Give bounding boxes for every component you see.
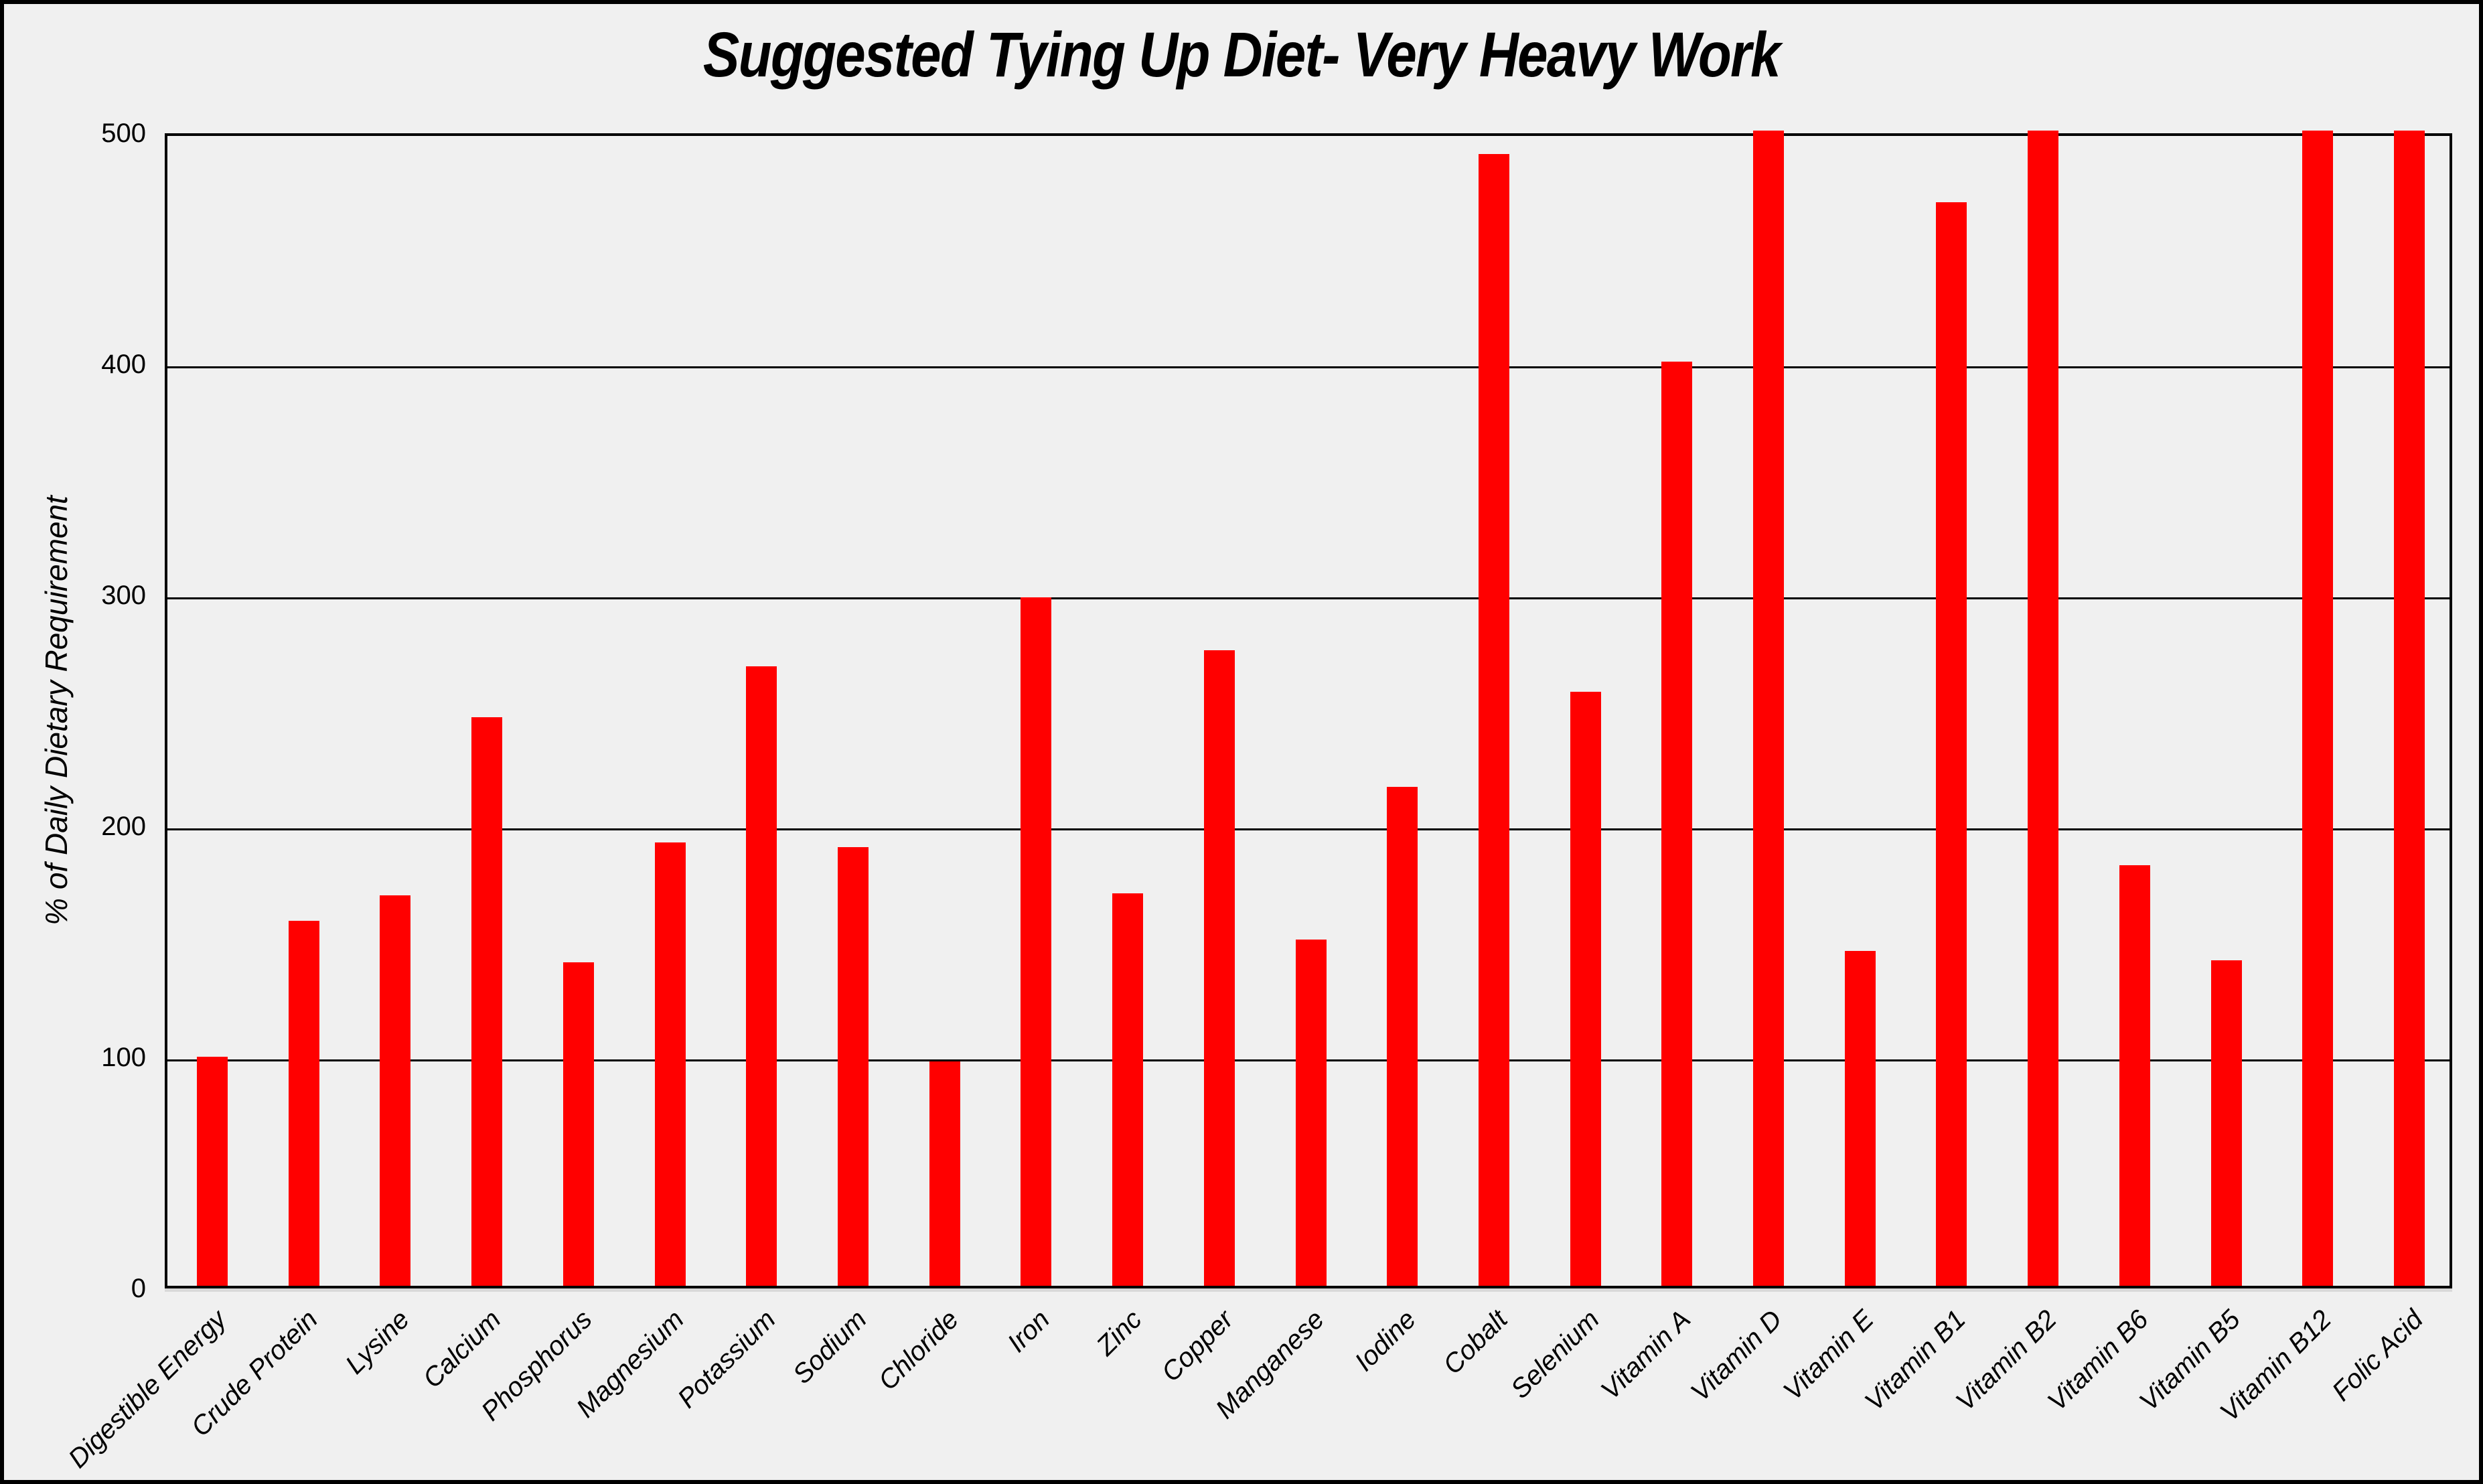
bar <box>1936 202 1967 1286</box>
x-category-label: Vitamin D <box>1685 1305 1789 1408</box>
bar <box>1844 950 1876 1286</box>
bar <box>562 962 594 1286</box>
chart-title-text: Suggested Tying Up Diet- Very Heavy Work <box>703 19 1781 90</box>
y-tick-label: 200 <box>101 812 146 841</box>
y-tick-label: 300 <box>101 581 146 610</box>
bar <box>471 717 503 1286</box>
x-category-label: Digestible Energy <box>62 1305 232 1474</box>
x-category-label: Sodium <box>787 1305 873 1390</box>
bar <box>746 666 777 1286</box>
x-category-label: Calcium <box>417 1305 507 1394</box>
bar <box>1021 597 1052 1286</box>
x-axis-shadow <box>165 1288 2452 1292</box>
chart-title: Suggested Tying Up Diet- Very Heavy Work <box>4 19 2479 92</box>
bar <box>380 895 411 1286</box>
bar <box>1661 362 1693 1286</box>
x-category-label: Folic Acid <box>2326 1305 2429 1407</box>
bar <box>197 1057 228 1286</box>
x-category-label: Lysine <box>340 1305 415 1380</box>
x-category-label: Vitamin A <box>1595 1305 1697 1406</box>
y-tick-label: 100 <box>101 1043 146 1072</box>
bar <box>654 842 686 1286</box>
x-category-label: Zinc <box>1090 1305 1148 1361</box>
x-category-label: Potassium <box>672 1305 781 1414</box>
bar <box>2119 865 2150 1286</box>
x-category-label: Selenium <box>1505 1305 1605 1405</box>
y-tick-label: 0 <box>131 1274 146 1303</box>
bar <box>929 1061 960 1286</box>
y-tick-label: 400 <box>101 350 146 379</box>
bar <box>1478 153 1509 1286</box>
bar <box>1295 939 1327 1286</box>
bar <box>2302 131 2334 1286</box>
plot-area <box>165 131 2452 1288</box>
bar <box>1753 131 1785 1286</box>
bar <box>837 846 869 1286</box>
y-tick-label: 500 <box>101 119 146 148</box>
bar <box>1387 786 1418 1286</box>
y-axis-title-text: % of Daily Dietary Requirement <box>39 496 74 925</box>
bar <box>288 920 319 1286</box>
x-category-label: Chloride <box>873 1305 964 1396</box>
x-category-label: Iodine <box>1349 1305 1422 1378</box>
bar <box>2210 960 2242 1286</box>
bar <box>2028 131 2059 1286</box>
x-category-label: Iron <box>1002 1305 1056 1358</box>
x-category-label: Copper <box>1156 1305 1239 1388</box>
gridline-200 <box>167 828 2450 830</box>
gridline-300 <box>167 597 2450 599</box>
bar <box>1203 650 1235 1286</box>
gridline-400 <box>167 366 2450 368</box>
bar <box>2394 131 2425 1286</box>
x-category-label: Cobalt <box>1438 1305 1514 1380</box>
bar <box>1570 692 1601 1286</box>
bar <box>1112 893 1144 1286</box>
